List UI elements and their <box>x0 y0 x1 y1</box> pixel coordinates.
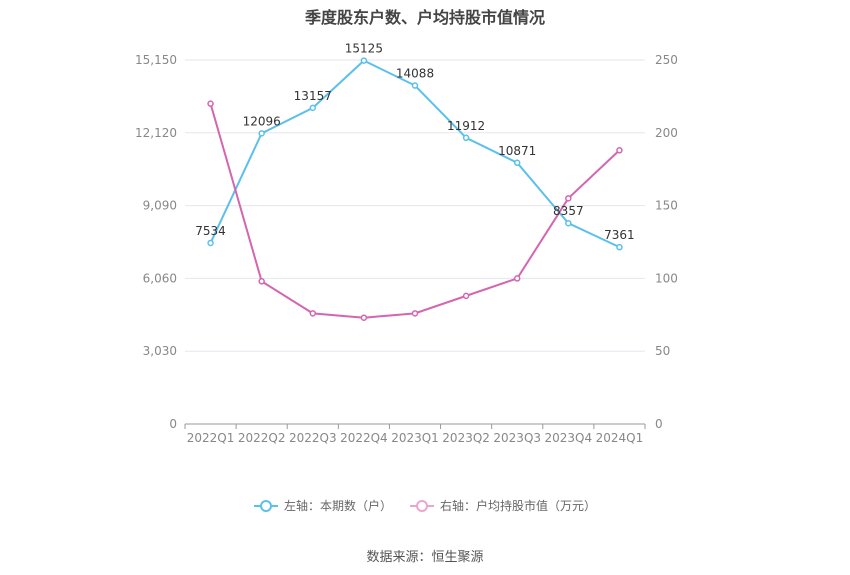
x-axis-tick-label: 2023Q4 <box>545 431 593 445</box>
data-point-avg-value <box>513 275 521 282</box>
right-axis-tick-label: 150 <box>655 199 678 213</box>
legend-marker-icon <box>410 499 434 513</box>
x-axis-tick-label: 2023Q2 <box>442 431 490 445</box>
legend: 左轴：本期数（户） 右轴：户均持股市值（万元） <box>0 497 850 514</box>
legend-label: 右轴：户均持股市值（万元） <box>440 499 597 513</box>
right-axis-tick-label: 200 <box>655 126 678 140</box>
data-label: 7361 <box>604 228 635 242</box>
data-point-holders <box>565 219 572 227</box>
chart-title: 季度股东户数、户均持股市值情况 <box>304 8 545 27</box>
left-axis-tick-label: 9,090 <box>143 199 177 213</box>
data-point-avg-value <box>207 100 214 107</box>
data-point-holders <box>309 104 317 112</box>
data-point-avg-value <box>309 310 317 317</box>
data-point-holders <box>462 134 470 142</box>
data-point-holders <box>411 82 419 89</box>
right-axis-tick-label: 0 <box>655 417 663 431</box>
x-axis-tick-label: 2023Q3 <box>493 431 541 445</box>
data-label: 14088 <box>396 67 434 81</box>
data-point-avg-value <box>411 310 419 317</box>
data-label: 11912 <box>447 119 485 133</box>
x-axis-tick-label: 2024Q1 <box>596 431 644 445</box>
axes: 0 0 3,030 50 6,060 100 9,090 150 12,120 200 15,150… <box>135 53 678 445</box>
x-axis-tick-label: 2022Q3 <box>289 431 337 445</box>
source-note: 数据来源：恒生聚源 <box>366 550 484 565</box>
left-axis-tick-label: 3,030 <box>143 344 177 358</box>
data-point-holders <box>360 57 368 64</box>
data-point-holders <box>616 243 623 251</box>
left-axis-tick-label: 6,060 <box>143 271 177 285</box>
data-label: 12096 <box>243 114 281 128</box>
data-point-avg-value <box>258 278 265 285</box>
left-axis-tick-label: 0 <box>169 417 177 431</box>
data-point-avg-value <box>360 314 368 321</box>
right-axis-tick-label: 100 <box>655 271 678 285</box>
right-axis-tick-label: 50 <box>655 344 670 358</box>
legend-marker-icon <box>253 499 278 513</box>
data-point-avg-value <box>616 147 623 154</box>
x-axis-tick-label: 2023Q1 <box>391 431 439 445</box>
left-axis-tick-label: 15,150 <box>135 53 177 67</box>
data-labels: 7534 12096 13157 15125 14088 11912 10871 8357 73… <box>195 42 634 243</box>
data-label: 13157 <box>294 89 332 103</box>
grid-lines <box>185 59 645 352</box>
data-point-holders <box>207 239 214 247</box>
legend-item-left-series[interactable]: 左轴：本期数（户） <box>253 497 392 514</box>
series-layer <box>207 57 623 321</box>
legend-label: 左轴：本期数（户） <box>283 499 392 513</box>
left-axis-tick-label: 12,120 <box>135 126 177 140</box>
legend-item-right-series[interactable]: 右轴：户均持股市值（万元） <box>410 497 596 514</box>
x-axis-tick-label: 2022Q1 <box>187 431 235 445</box>
data-label: 8357 <box>553 204 584 218</box>
data-point-holders <box>513 159 521 167</box>
data-label: 10871 <box>498 144 536 158</box>
right-axis-tick-label: 250 <box>655 53 678 67</box>
data-label: 7534 <box>195 224 226 238</box>
data-point-avg-value <box>565 195 572 202</box>
data-label: 15125 <box>345 42 383 56</box>
data-point-avg-value <box>462 292 470 300</box>
x-axis-tick-label: 2022Q4 <box>340 431 388 445</box>
data-point-holders <box>258 130 265 137</box>
x-axis-tick-label: 2022Q2 <box>238 431 286 445</box>
